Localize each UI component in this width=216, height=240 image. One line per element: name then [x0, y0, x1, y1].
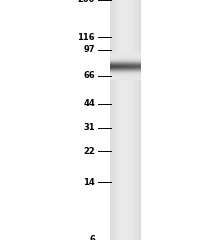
Text: 44: 44: [83, 99, 95, 108]
Text: 66: 66: [83, 71, 95, 80]
Text: 116: 116: [77, 33, 95, 42]
Text: 200: 200: [78, 0, 95, 5]
Text: 14: 14: [83, 178, 95, 186]
Text: 31: 31: [83, 123, 95, 132]
Text: 97: 97: [84, 45, 95, 54]
Bar: [110, 0, 140, 240]
Text: 22: 22: [83, 147, 95, 156]
Text: 6: 6: [89, 235, 95, 240]
